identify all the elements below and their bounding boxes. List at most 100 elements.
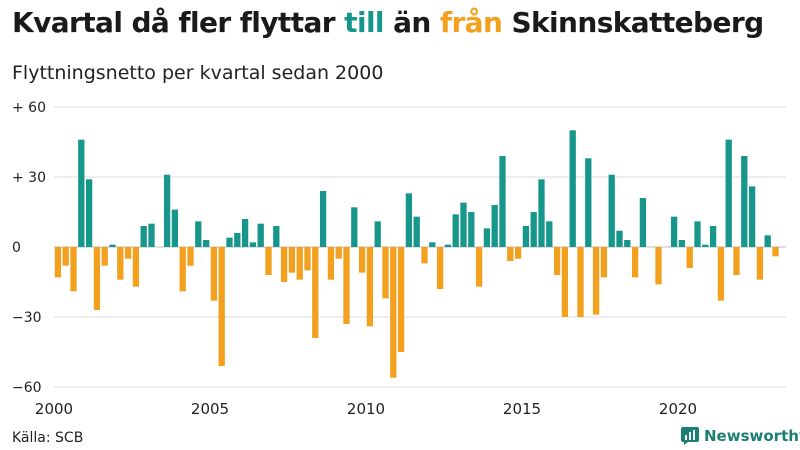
bar-q92	[772, 247, 779, 257]
x-tick-label: 2005	[191, 400, 229, 418]
bar-q33	[312, 247, 319, 338]
bar-q88	[741, 156, 748, 247]
bar-q57	[499, 156, 506, 247]
bar-q16	[179, 247, 186, 292]
bar-q69	[592, 247, 600, 315]
bar-q70	[600, 247, 608, 278]
bar-q11	[140, 226, 147, 247]
y-tick-label: 0	[12, 240, 21, 256]
bar-q45	[405, 193, 413, 247]
bar-q40	[366, 247, 374, 327]
bar-q31	[296, 247, 303, 280]
bar-q9	[124, 247, 132, 259]
bar-q68	[585, 158, 592, 247]
bar-q20	[210, 247, 218, 301]
bar-q77	[655, 247, 662, 285]
bar-q83	[702, 244, 709, 247]
bar-q66	[569, 130, 576, 247]
bar-q7	[109, 244, 116, 247]
bar-chart: + 60 + 30 0 −30 −60 2000 2005 2010 2015 2020	[12, 100, 786, 418]
bar-q24	[241, 219, 249, 247]
y-tick-label: + 60	[12, 100, 46, 116]
newsworthy-icon	[681, 427, 699, 445]
bar-q14	[163, 174, 171, 247]
bar-q43	[390, 247, 397, 378]
bar-q53	[468, 212, 475, 247]
x-tick-label: 2015	[503, 400, 541, 418]
bar-q55	[483, 228, 491, 247]
bar-q79	[670, 216, 678, 247]
bar-q0	[54, 247, 62, 278]
bar-q3	[78, 139, 85, 247]
bar-q42	[382, 247, 389, 299]
bar-q87	[733, 247, 740, 275]
bar-q63	[546, 221, 553, 247]
bar-q28	[273, 226, 280, 247]
bar-q85	[717, 247, 725, 301]
bar-q49	[436, 247, 444, 289]
title-till: till	[344, 6, 384, 39]
x-tick-label: 2010	[347, 400, 385, 418]
bar-q67	[577, 247, 584, 317]
bar-q12	[148, 223, 155, 247]
newsworthy-logo: Newsworthy	[681, 427, 800, 445]
bar-q61	[530, 212, 537, 247]
bar-q22	[226, 237, 233, 247]
bar-q1	[62, 247, 69, 266]
bar-q47	[421, 247, 428, 264]
x-tick-label: 2000	[35, 400, 73, 418]
bar-q35	[327, 247, 335, 280]
bar-q15	[171, 209, 179, 247]
source-label: Källa: SCB	[12, 430, 84, 446]
bar-q2	[70, 247, 77, 292]
bar-q58	[507, 247, 514, 261]
y-tick-label: −60	[12, 380, 42, 396]
y-tick-label: + 30	[12, 170, 46, 186]
bar-q18	[195, 221, 202, 247]
bar-q91	[764, 235, 771, 247]
bar-q75	[639, 198, 647, 247]
bar-q4	[85, 179, 93, 247]
bar-q38	[351, 207, 358, 247]
bar-q51	[452, 214, 459, 247]
bar-q21	[218, 247, 225, 366]
bar-q30	[288, 247, 296, 273]
bar-q41	[374, 221, 381, 247]
bar-q46	[413, 216, 420, 247]
bar-q59	[514, 247, 522, 259]
bar-q37	[343, 247, 350, 324]
bar-q8	[117, 247, 124, 280]
title-fran: från	[439, 6, 503, 39]
bar-q86	[725, 139, 732, 247]
bar-q32	[304, 247, 311, 271]
title-part-1: Kvartal då fler flyttar	[12, 6, 345, 39]
bar-q25	[249, 242, 257, 247]
bar-q84	[709, 226, 717, 247]
y-tick-label: −30	[12, 310, 42, 326]
bar-q65	[561, 247, 569, 317]
bar-q10	[132, 247, 140, 287]
bar-q50	[444, 244, 452, 247]
chart-title: Kvartal då fler flyttar till än från Ski…	[12, 6, 764, 39]
bar-q62	[538, 179, 545, 247]
title-part-3: Skinnskatteberg	[502, 6, 764, 39]
bar-q19	[202, 240, 210, 247]
bar-q39	[358, 247, 366, 273]
bar-q81	[686, 247, 693, 268]
title-part-2: än	[383, 6, 440, 39]
bar-q36	[335, 247, 342, 259]
bar-q29	[280, 247, 288, 282]
bar-q60	[522, 226, 530, 247]
bar-q6	[101, 247, 108, 266]
bar-q44	[397, 247, 405, 352]
bar-q56	[491, 205, 498, 247]
chart-subtitle: Flyttningsnetto per kvartal sedan 2000	[12, 62, 384, 84]
bar-q74	[631, 247, 639, 278]
bar-q48	[429, 242, 436, 247]
bar-q34	[319, 191, 327, 247]
bar-q82	[694, 221, 701, 247]
brand-name: Newsworthy	[704, 427, 800, 445]
bar-q73	[624, 240, 631, 247]
bar-q23	[234, 233, 241, 247]
bar-q64	[553, 247, 561, 275]
